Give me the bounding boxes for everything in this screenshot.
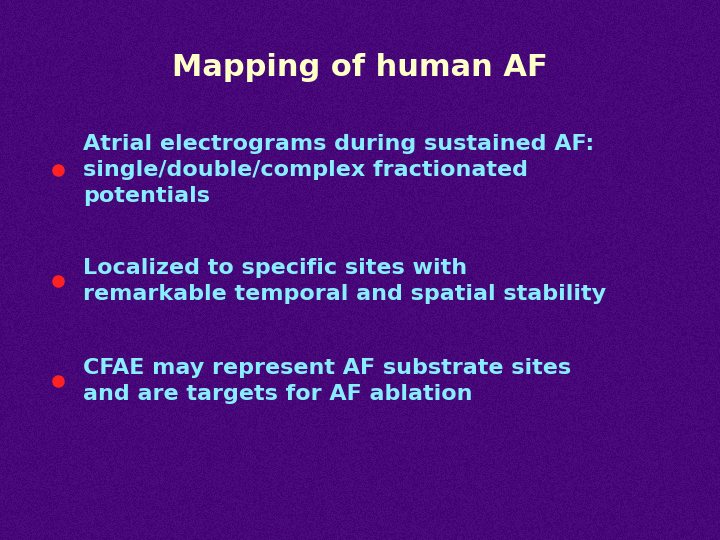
Text: CFAE may represent AF substrate sites
and are targets for AF ablation: CFAE may represent AF substrate sites an… — [83, 358, 571, 403]
Text: Atrial electrograms during sustained AF:
single/double/complex fractionated
pote: Atrial electrograms during sustained AF:… — [83, 134, 594, 206]
Text: Localized to specific sites with
remarkable temporal and spatial stability: Localized to specific sites with remarka… — [83, 258, 606, 303]
Text: Mapping of human AF: Mapping of human AF — [172, 53, 548, 82]
